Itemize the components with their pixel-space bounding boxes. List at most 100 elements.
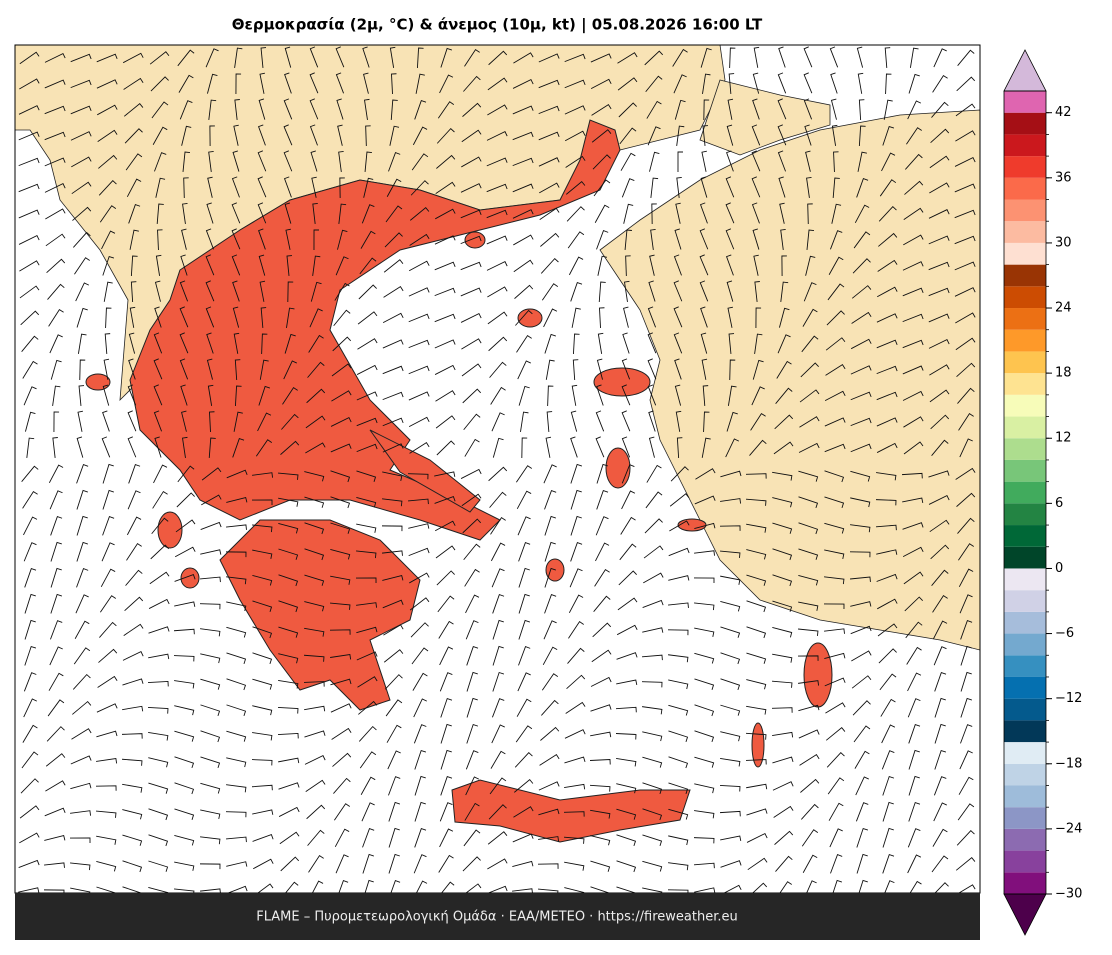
wind-barb [436, 154, 456, 169]
wind-barb [415, 73, 425, 94]
wind-barb [359, 751, 377, 769]
wind-barb [855, 776, 869, 796]
wind-barb [43, 889, 65, 893]
wind-barb [668, 835, 689, 846]
wind-barb [798, 680, 820, 686]
wind-barb [338, 880, 349, 893]
wind-barb [440, 697, 453, 718]
wind-barb [209, 411, 215, 433]
wind-barb [277, 732, 299, 739]
wind-barb [619, 127, 637, 145]
wind-barb [592, 154, 611, 170]
colorbar-segment [1004, 156, 1046, 178]
wind-barb [543, 620, 557, 640]
wind-barb [876, 417, 898, 427]
wind-barb [569, 568, 583, 588]
wind-barb [174, 601, 196, 607]
wind-barb [596, 463, 608, 484]
wind-barb [850, 470, 871, 482]
wind-barb [44, 131, 66, 141]
wind-barb [566, 674, 586, 690]
colorbar-segment [1004, 611, 1046, 634]
wind-barb [831, 203, 842, 224]
wind-barb [96, 861, 117, 872]
wind-barb [102, 384, 110, 406]
wind-barb [728, 333, 735, 354]
wind-barb [103, 358, 110, 380]
wind-barb [826, 752, 845, 768]
colorbar-tick-label: −12 [1055, 691, 1082, 706]
wind-barb [70, 755, 92, 765]
wind-barb [47, 699, 65, 717]
wind-barb [208, 437, 216, 459]
wind-barb [438, 620, 454, 639]
wind-barb [413, 854, 427, 874]
wind-barb [174, 808, 195, 820]
wind-barb [694, 627, 715, 637]
wind-barb [668, 654, 689, 663]
wind-barb [934, 882, 949, 893]
wind-barb [802, 854, 818, 873]
wind-barb [434, 235, 456, 245]
wind-barb [701, 358, 708, 380]
wind-barb [226, 757, 247, 768]
wind-barb [541, 699, 559, 716]
wind-barb [673, 254, 682, 276]
wind-barb [929, 389, 950, 403]
wind-barb [955, 312, 976, 324]
wind-barb [616, 808, 637, 820]
wind-barb [356, 523, 377, 533]
wind-barb [676, 437, 683, 459]
wind-barb [463, 75, 481, 92]
wind-barb [929, 182, 950, 194]
limnos [517, 308, 543, 328]
wind-barb [391, 73, 397, 95]
wind-barb [807, 203, 813, 225]
wind-barb [856, 827, 869, 848]
wind-barb [335, 256, 349, 276]
wind-barb [358, 284, 377, 300]
wind-barb [931, 439, 949, 456]
samos [677, 518, 707, 532]
wind-barb [283, 150, 293, 172]
wind-barb [358, 725, 377, 742]
wind-barb [226, 576, 247, 585]
wind-barb [408, 287, 430, 297]
wind-barb [76, 568, 89, 588]
wind-barb [693, 577, 715, 584]
wind-barb [487, 311, 508, 325]
wind-barb [907, 698, 921, 718]
wind-barb [702, 125, 708, 146]
wind-barb [362, 46, 370, 68]
wind-barb [668, 808, 689, 820]
wind-barb [745, 732, 767, 740]
wind-barb [752, 882, 768, 893]
wind-barb [775, 387, 793, 404]
wind-barb [76, 436, 84, 458]
wind-barb [644, 518, 663, 534]
wind-barb [488, 336, 508, 352]
wind-barb [674, 99, 686, 120]
wind-barb [720, 652, 741, 665]
thrace-land [699, 79, 831, 156]
wind-barb [512, 860, 534, 867]
wind-barb [412, 672, 428, 691]
wind-barb [72, 700, 92, 715]
wind-barb [174, 834, 195, 846]
wind-barb [463, 413, 481, 431]
wind-barb [180, 254, 188, 276]
wind-barb [616, 679, 638, 686]
wind-barb [906, 646, 922, 665]
wind-barb [851, 285, 872, 299]
wind-barb [440, 749, 452, 770]
wind-barb [512, 209, 534, 219]
wind-barb [334, 803, 351, 821]
wind-barb [18, 105, 40, 115]
wind-barb [96, 730, 118, 738]
wind-barb [278, 523, 299, 534]
wind-barb [330, 678, 352, 686]
wind-barb [798, 601, 819, 611]
wind-barb [932, 828, 948, 847]
wind-barb [76, 464, 89, 484]
wind-barb [803, 282, 817, 302]
